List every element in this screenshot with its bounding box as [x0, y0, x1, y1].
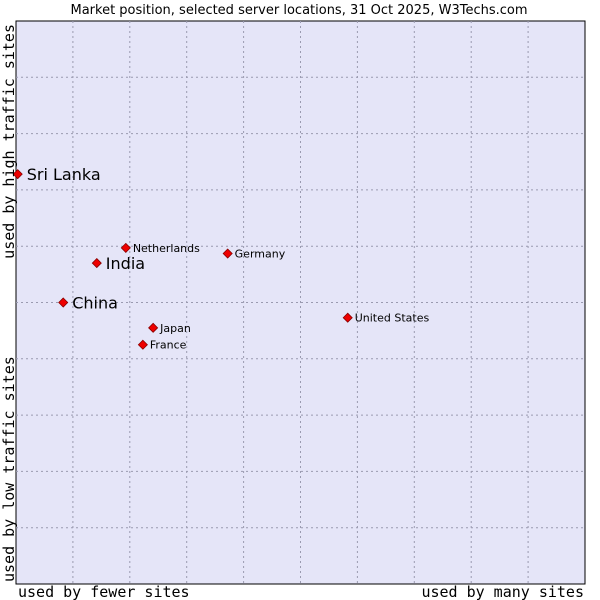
- x-axis-label-left: used by fewer sites: [18, 583, 190, 600]
- data-point-india: India: [91, 254, 145, 273]
- y-axis-label-top: used by high traffic sites: [0, 24, 18, 259]
- data-point-germany: Germany: [222, 248, 286, 261]
- data-point-united-states: United States: [342, 312, 430, 325]
- data-point-france: France: [137, 339, 187, 352]
- point-marker: [58, 297, 69, 308]
- point-label: Japan: [159, 322, 191, 335]
- chart-title: Market position, selected server locatio…: [70, 3, 527, 18]
- point-label: France: [150, 339, 187, 352]
- data-point-sri-lanka: Sri Lanka: [12, 165, 101, 184]
- point-label: United States: [355, 312, 430, 325]
- point-label: India: [106, 254, 145, 273]
- data-point-japan: Japan: [148, 322, 191, 335]
- point-marker: [91, 258, 102, 269]
- data-point-netherlands: Netherlands: [120, 242, 200, 255]
- x-axis-label-right: used by many sites: [421, 583, 584, 600]
- data-point-china: China: [58, 294, 118, 313]
- point-label: China: [72, 294, 118, 313]
- point-marker: [12, 169, 23, 180]
- point-marker: [148, 322, 159, 333]
- point-marker: [137, 339, 148, 350]
- y-axis-label-bottom: used by low traffic sites: [0, 356, 18, 582]
- point-label: Netherlands: [133, 242, 200, 255]
- grid-lines: [16, 21, 585, 584]
- point-marker: [120, 242, 131, 253]
- point-label: Germany: [235, 248, 286, 261]
- point-label: Sri Lanka: [27, 165, 101, 184]
- point-marker: [222, 248, 233, 259]
- point-marker: [342, 312, 353, 323]
